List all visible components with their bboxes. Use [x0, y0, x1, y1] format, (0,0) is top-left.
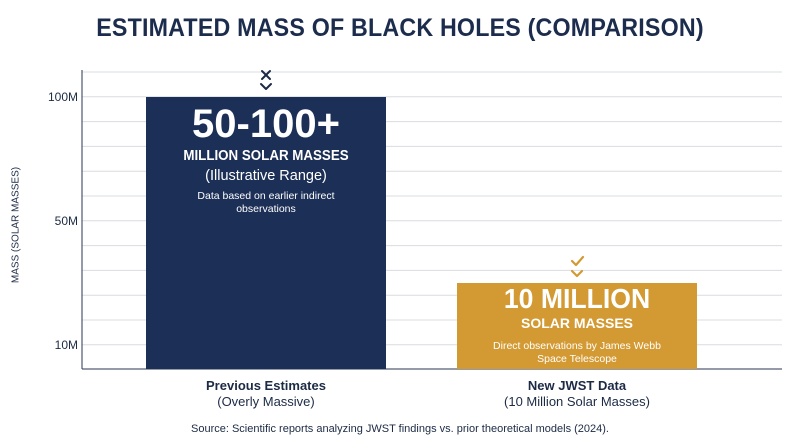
- y-tick-label: 50M: [55, 214, 78, 228]
- bar-jwst-data: [457, 283, 697, 369]
- previous-estimate-label: 50-100+ MILLION SOLAR MASSES (Illustrati…: [146, 104, 386, 215]
- jwst-note-text: Direct observations by James Webb Space …: [493, 340, 661, 365]
- y-tick-label: 100M: [48, 90, 78, 104]
- bars: [146, 97, 697, 369]
- previous-unit-text: MILLION SOLAR MASSES: [183, 148, 349, 164]
- chevron-down-icon: [570, 269, 584, 278]
- category-previous-line1: Previous Estimates: [206, 378, 326, 393]
- x-icon: [261, 70, 271, 80]
- category-jwst-line2: (10 Million Solar Masses): [504, 394, 650, 410]
- source-footnote: Source: Scientific reports analyzing JWS…: [191, 423, 609, 435]
- bar-markers: [260, 70, 585, 278]
- y-tick-label: 10M: [55, 338, 78, 352]
- y-axis-label: MASS (SOLAR MASSES): [10, 166, 22, 284]
- bar-previous-estimates: [146, 97, 386, 369]
- previous-value-text: 50-100+: [192, 102, 340, 146]
- jwst-unit-text: SOLAR MASSES: [520, 315, 633, 331]
- category-previous-line2: (Overly Massive): [217, 394, 315, 410]
- jwst-value-text: 10 MILLION: [503, 283, 651, 314]
- y-tick-labels: 100M 50M 10M: [48, 90, 78, 352]
- category-label-previous: Previous Estimates (Overly Massive): [146, 378, 386, 411]
- chart-title: ESTIMATED MASS OF BLACK HOLES (COMPARISO…: [96, 14, 704, 42]
- category-jwst-line1: New JWST Data: [527, 378, 627, 393]
- jwst-label: 10 MILLION SOLAR MASSES Direct observati…: [457, 285, 697, 366]
- check-icon: [570, 255, 585, 267]
- category-label-jwst: New JWST Data (10 Million Solar Masses): [457, 378, 697, 411]
- previous-note-text: Data based on earlier indirect observati…: [197, 189, 335, 215]
- chevron-down-icon: [260, 83, 272, 90]
- previous-qualifier-text: (Illustrative Range): [205, 167, 327, 184]
